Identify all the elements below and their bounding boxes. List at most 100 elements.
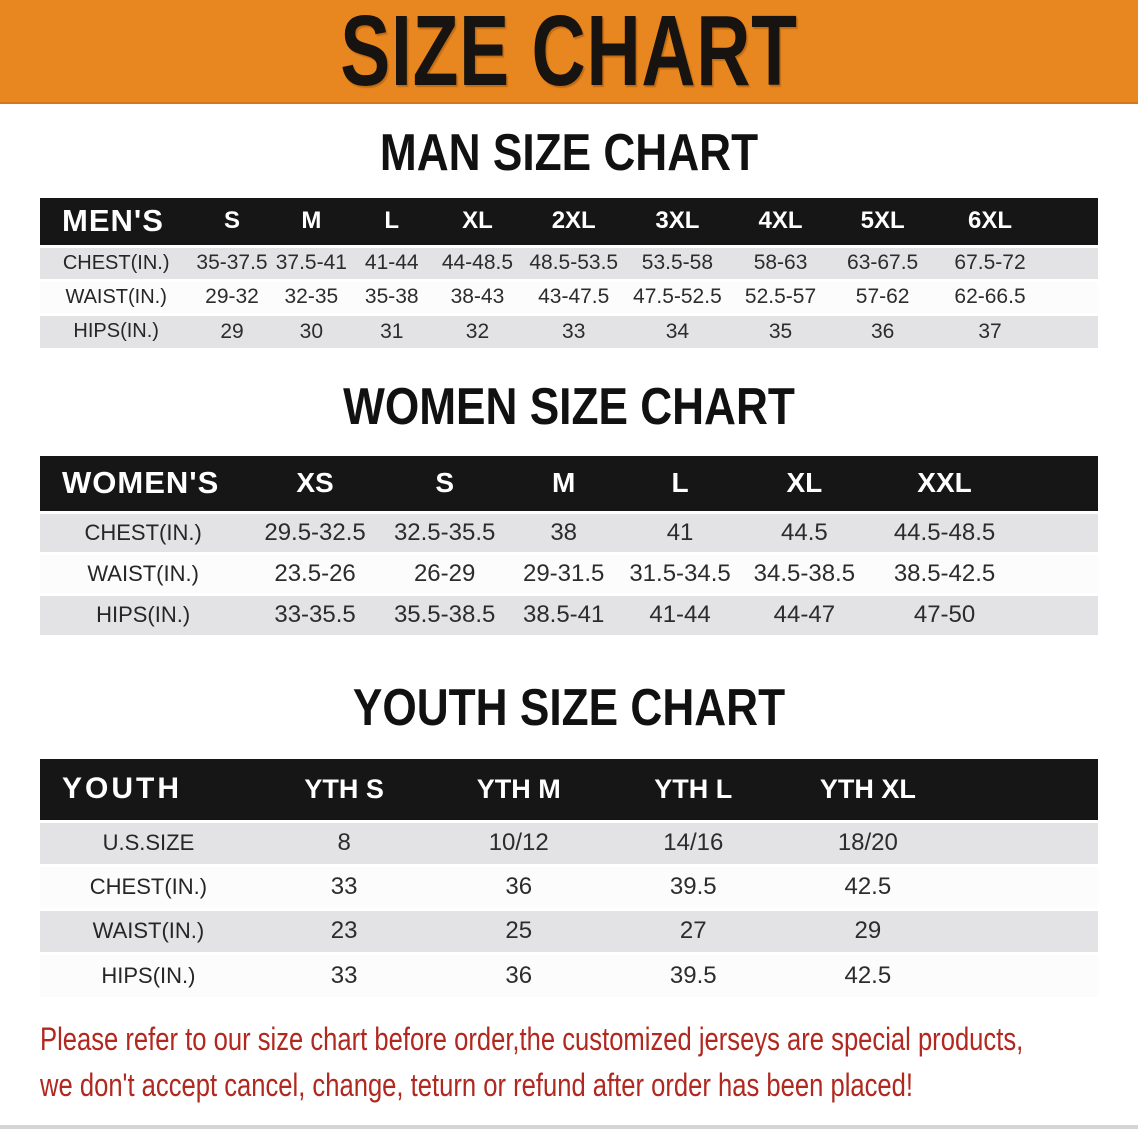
size-value: 38-43	[450, 285, 505, 308]
size-value: 23	[330, 917, 358, 944]
size-value: 36	[505, 873, 533, 900]
size-column-header: L	[621, 456, 739, 512]
size-column-header: L	[351, 198, 433, 246]
size-value: 41-44	[649, 601, 711, 629]
size-value: 18/20	[837, 829, 898, 856]
size-value: 42.5	[844, 961, 892, 989]
size-column-header: YTH L	[606, 759, 781, 821]
size-column-header: YTH S	[256, 759, 432, 821]
size-value: 41	[666, 518, 694, 546]
youth-group-label: YOUTH	[40, 759, 257, 821]
size-value: 26-29	[413, 559, 476, 587]
size-value: 32	[465, 319, 490, 343]
men-header-row: MEN'S S M L XL 2XL 3XL 4XL 5XL 6XL	[40, 198, 1098, 246]
banner-title: SIZE CHART	[340, 0, 798, 104]
table-row: HIPS(IN.) 29 30 31 32 33 34 35 36 37	[40, 314, 1098, 348]
size-column-header: 3XL	[625, 198, 730, 246]
row-label: CHEST(IN.)	[62, 251, 170, 274]
size-column-header: XS	[246, 456, 384, 512]
men-size-table: MEN'S S M L XL 2XL 3XL 4XL 5XL 6XL CHEST(IN.) 35-37…	[40, 198, 1098, 348]
size-value: 33	[330, 961, 358, 989]
row-label: U.S.SIZE	[102, 830, 195, 855]
size-value: 35.5-38.5	[393, 601, 496, 629]
size-value: 35	[768, 319, 793, 343]
size-value: 58-63	[753, 251, 808, 274]
footer-note: Please refer to our size chart before or…	[40, 1021, 1138, 1103]
row-label: CHEST(IN.)	[84, 519, 202, 545]
youth-chart-title: YOUTH SIZE CHART	[352, 679, 786, 737]
size-value: 32-35	[284, 285, 339, 308]
size-value: 63-67.5	[847, 251, 919, 274]
row-label: WAIST(IN.)	[65, 285, 167, 308]
size-value: 14/16	[663, 829, 724, 856]
table-row: CHEST(IN.) 29.5-32.5 32.5-35.5 38 41 44.5 44.5…	[40, 512, 1098, 553]
size-column-header: XL	[738, 456, 871, 512]
row-label: HIPS(IN.)	[96, 602, 191, 628]
table-row: U.S.SIZE 8 10/12 14/16 18/20	[40, 821, 1098, 865]
size-value: 67.5-72	[954, 251, 1026, 274]
row-label: HIPS(IN.)	[73, 320, 159, 343]
size-value: 33	[330, 873, 358, 900]
size-value: 33	[562, 319, 586, 343]
row-label: WAIST(IN.)	[87, 560, 199, 586]
size-column-header: M	[271, 198, 352, 246]
row-filler-cell	[955, 909, 1098, 953]
header-filler-cell	[955, 759, 1098, 821]
size-value: 35-38	[364, 285, 419, 308]
size-value: 38	[550, 518, 578, 546]
size-value: 33-35.5	[274, 601, 356, 629]
size-value: 29	[220, 319, 244, 343]
size-value: 32.5-35.5	[393, 518, 496, 546]
row-filler-cell	[1019, 512, 1098, 553]
women-group-label: WOMEN'S	[40, 456, 247, 512]
row-filler-cell	[1046, 280, 1098, 314]
size-value: 30	[299, 319, 324, 343]
men-chart-title: MAN SIZE CHART	[379, 124, 759, 182]
size-value: 38.5-42.5	[893, 559, 996, 587]
size-value: 47-50	[913, 601, 976, 629]
size-value: 36	[505, 961, 533, 989]
size-value: 36	[870, 319, 895, 343]
row-filler-cell	[1046, 314, 1098, 348]
size-column-header: YTH M	[431, 759, 606, 821]
size-value: 31	[380, 319, 404, 343]
size-value: 52.5-57	[744, 285, 817, 308]
size-value: 44.5-48.5	[893, 518, 996, 546]
size-value: 44-48.5	[441, 251, 514, 274]
women-header-row: WOMEN'S XS S M L XL XXL	[40, 456, 1098, 512]
size-value: 35-37.5	[196, 251, 268, 274]
women-chart-title: WOMEN SIZE CHART	[343, 378, 795, 436]
row-filler-cell	[1019, 553, 1098, 594]
size-value: 29-31.5	[522, 559, 605, 587]
women-size-chart-section: WOMEN SIZE CHART WOMEN'S XS S M L XL XXL CHEST(I…	[0, 378, 1138, 635]
size-value: 25	[505, 917, 533, 944]
size-value: 43-47.5	[538, 285, 610, 308]
size-column-header: 4XL	[729, 198, 832, 246]
table-row: HIPS(IN.) 33-35.5 35.5-38.5 38.5-41 41-44 44-…	[40, 594, 1098, 635]
table-row: WAIST(IN.) 23 25 27 29	[40, 909, 1098, 953]
bottom-divider	[0, 1125, 1138, 1129]
size-column-header: XL	[432, 198, 523, 246]
youth-size-chart-section: YOUTH SIZE CHART YOUTH YTH S YTH M YTH L YTH …	[0, 679, 1138, 997]
size-column-header: 6XL	[933, 198, 1047, 246]
table-row: HIPS(IN.) 33 36 39.5 42.5	[40, 953, 1098, 997]
size-value: 39.5	[669, 961, 717, 989]
size-value: 29-32	[205, 285, 259, 308]
size-value: 44.5	[781, 518, 828, 546]
size-column-header: 2XL	[522, 198, 626, 246]
size-value: 62-66.5	[954, 285, 1026, 308]
size-value: 29.5-32.5	[264, 518, 366, 546]
footer-note-line-2: we don't accept cancel, change, teturn o…	[40, 1067, 913, 1103]
men-size-chart-section: MAN SIZE CHART MEN'S S M L XL 2XL 3XL 4XL 5XL 6XL C…	[0, 124, 1138, 348]
size-value: 31.5-34.5	[629, 559, 731, 587]
size-column-header: S	[383, 456, 506, 512]
row-filler-cell	[1019, 594, 1098, 635]
size-value: 38.5-41	[522, 601, 605, 629]
size-value: 53.5-58	[641, 251, 714, 274]
size-value: 8	[337, 829, 351, 856]
youth-size-table: YOUTH YTH S YTH M YTH L YTH XL U.S.SIZE 8 10/12…	[40, 759, 1098, 997]
table-row: CHEST(IN.) 35-37.5 37.5-41 41-44 44-48.5 48.5…	[40, 246, 1098, 280]
youth-header-row: YOUTH YTH S YTH M YTH L YTH XL	[40, 759, 1098, 821]
size-value: 27	[679, 917, 707, 944]
size-value: 57-62	[855, 285, 910, 308]
